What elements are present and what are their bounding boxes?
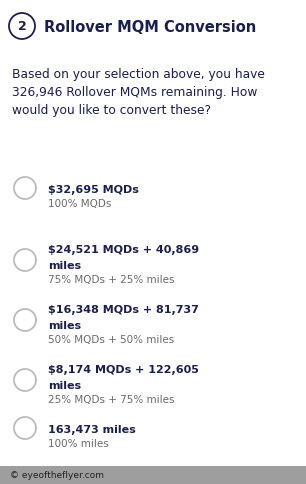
Text: 163,473 miles: 163,473 miles	[48, 424, 136, 434]
Text: 75% MQDs + 25% miles: 75% MQDs + 25% miles	[48, 274, 174, 285]
Text: 2: 2	[18, 20, 26, 33]
Text: 25% MQDs + 75% miles: 25% MQDs + 75% miles	[48, 394, 174, 404]
Text: would you like to convert these?: would you like to convert these?	[12, 104, 211, 117]
Text: Rollover MQM Conversion: Rollover MQM Conversion	[44, 19, 256, 34]
Text: 326,946 Rollover MQMs remaining. How: 326,946 Rollover MQMs remaining. How	[12, 86, 257, 99]
Text: Based on your selection above, you have: Based on your selection above, you have	[12, 68, 265, 81]
Text: $24,521 MQDs + 40,869: $24,521 MQDs + 40,869	[48, 244, 199, 255]
Bar	[0, 466, 306, 484]
Text: miles: miles	[48, 380, 81, 390]
Text: miles: miles	[48, 260, 81, 271]
Text: 100% MQDs: 100% MQDs	[48, 198, 111, 209]
Text: $32,695 MQDs: $32,695 MQDs	[48, 184, 139, 195]
Text: $16,348 MQDs + 81,737: $16,348 MQDs + 81,737	[48, 304, 199, 314]
Text: 100% miles: 100% miles	[48, 438, 109, 448]
Text: © eyeoftheflyer.com: © eyeoftheflyer.com	[10, 470, 104, 480]
Text: miles: miles	[48, 320, 81, 330]
Text: 50% MQDs + 50% miles: 50% MQDs + 50% miles	[48, 334, 174, 344]
Text: $8,174 MQDs + 122,605: $8,174 MQDs + 122,605	[48, 364, 199, 374]
